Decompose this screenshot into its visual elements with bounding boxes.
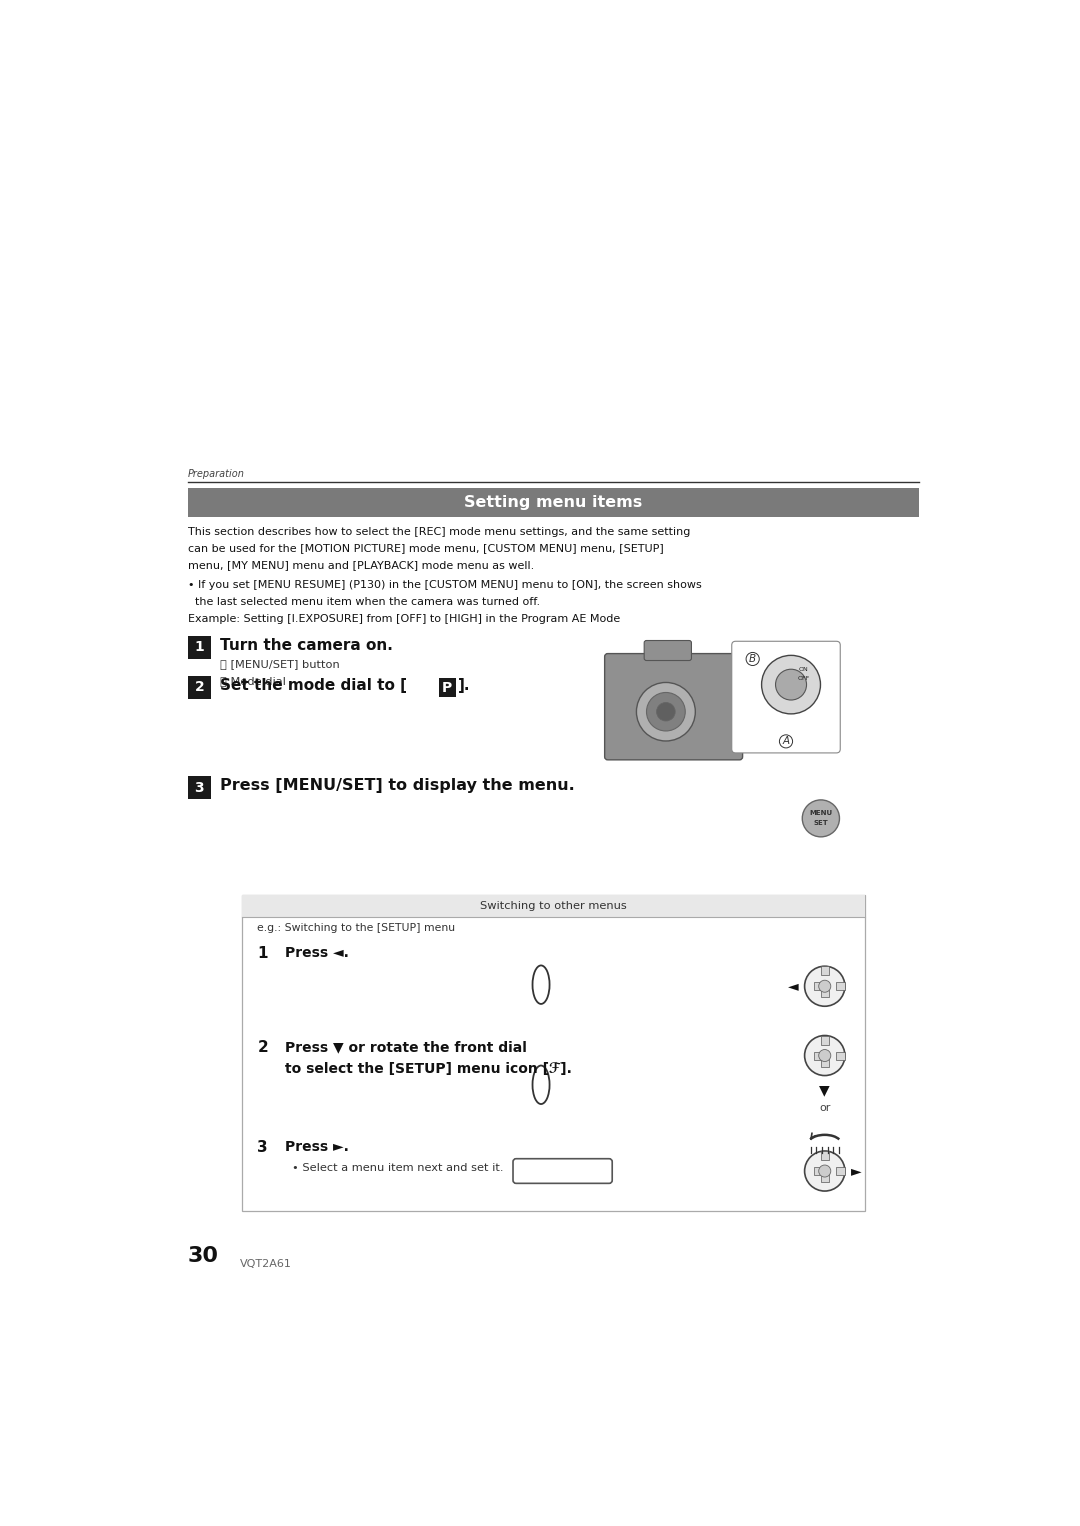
FancyBboxPatch shape: [836, 1051, 845, 1059]
FancyBboxPatch shape: [188, 488, 919, 517]
FancyBboxPatch shape: [821, 1058, 828, 1067]
FancyBboxPatch shape: [821, 966, 828, 975]
Circle shape: [805, 1151, 845, 1192]
Text: • Select a menu item next and set it.: • Select a menu item next and set it.: [293, 1163, 504, 1173]
FancyBboxPatch shape: [821, 989, 828, 996]
Text: Preparation: Preparation: [188, 468, 244, 479]
Text: 2: 2: [257, 1041, 268, 1054]
FancyBboxPatch shape: [821, 1173, 828, 1183]
FancyBboxPatch shape: [188, 777, 211, 800]
FancyBboxPatch shape: [188, 676, 211, 699]
Circle shape: [647, 693, 685, 731]
Text: 3: 3: [257, 1140, 268, 1155]
Text: 3: 3: [194, 781, 204, 795]
Text: MENU: MENU: [809, 810, 833, 816]
Text: 30: 30: [188, 1245, 218, 1265]
Text: the last selected menu item when the camera was turned off.: the last selected menu item when the cam…: [188, 597, 540, 607]
Text: to select the [SETUP] menu icon [ℱ].: to select the [SETUP] menu icon [ℱ].: [284, 1062, 571, 1076]
Text: Press [MENU/SET] to display the menu.: Press [MENU/SET] to display the menu.: [220, 778, 575, 794]
Text: ].: ].: [458, 678, 471, 693]
Text: e.g.: Switching to the [SETUP] menu: e.g.: Switching to the [SETUP] menu: [257, 923, 456, 932]
FancyBboxPatch shape: [821, 1151, 828, 1160]
Text: ▼: ▼: [820, 1083, 831, 1097]
Text: ►: ►: [851, 1164, 862, 1178]
FancyBboxPatch shape: [188, 636, 211, 659]
Text: VQT2A61: VQT2A61: [241, 1259, 293, 1268]
Text: ON: ON: [798, 667, 808, 671]
Text: menu, [MY MENU] menu and [PLAYBACK] mode menu as well.: menu, [MY MENU] menu and [PLAYBACK] mode…: [188, 560, 534, 571]
Text: P: P: [442, 681, 453, 694]
Bar: [242, 896, 865, 917]
Text: Press ▼ or rotate the front dial: Press ▼ or rotate the front dial: [284, 1041, 526, 1054]
FancyBboxPatch shape: [813, 1167, 823, 1175]
Text: Set the mode dial to [: Set the mode dial to [: [220, 678, 407, 693]
FancyBboxPatch shape: [836, 983, 845, 990]
FancyBboxPatch shape: [813, 983, 823, 990]
Text: Ⓑ Mode dial: Ⓑ Mode dial: [220, 676, 286, 685]
FancyBboxPatch shape: [732, 641, 840, 752]
Circle shape: [819, 980, 831, 992]
Text: can be used for the [MOTION PICTURE] mode menu, [CUSTOM MENU] menu, [SETUP]: can be used for the [MOTION PICTURE] mod…: [188, 543, 663, 554]
FancyBboxPatch shape: [605, 653, 743, 760]
Text: SET: SET: [813, 819, 828, 826]
Text: Setting menu items: Setting menu items: [464, 494, 643, 510]
Text: Press ◄.: Press ◄.: [284, 946, 349, 960]
Circle shape: [761, 655, 821, 714]
Text: 1: 1: [257, 946, 268, 961]
Text: Ⓐ [MENU/SET] button: Ⓐ [MENU/SET] button: [220, 659, 340, 668]
FancyBboxPatch shape: [821, 1036, 828, 1044]
Text: 2: 2: [194, 681, 204, 694]
Circle shape: [775, 670, 807, 700]
Text: This section describes how to select the [REC] mode menu settings, and the same : This section describes how to select the…: [188, 526, 690, 537]
FancyBboxPatch shape: [813, 1051, 823, 1059]
Text: Turn the camera on.: Turn the camera on.: [220, 638, 393, 653]
Circle shape: [805, 1036, 845, 1076]
FancyBboxPatch shape: [513, 1158, 612, 1183]
Text: OFF: OFF: [797, 676, 810, 681]
Circle shape: [819, 1164, 831, 1177]
Text: Press ►.: Press ►.: [284, 1140, 349, 1154]
Text: 1: 1: [194, 641, 204, 655]
Circle shape: [819, 1050, 831, 1062]
Text: • If you set [MENU RESUME] (P130) in the [CUSTOM MENU] menu to [ON], the screen : • If you set [MENU RESUME] (P130) in the…: [188, 580, 701, 591]
Text: A: A: [782, 737, 789, 746]
Text: ◄: ◄: [787, 980, 798, 993]
FancyBboxPatch shape: [836, 1167, 845, 1175]
Circle shape: [636, 682, 696, 742]
FancyBboxPatch shape: [644, 641, 691, 661]
FancyBboxPatch shape: [438, 678, 456, 697]
Text: Switching to other menus: Switching to other menus: [481, 902, 626, 911]
Circle shape: [802, 800, 839, 836]
Bar: [242, 896, 865, 1212]
Text: B: B: [750, 655, 756, 664]
Circle shape: [805, 966, 845, 1006]
Circle shape: [657, 702, 675, 720]
Text: or: or: [819, 1103, 831, 1114]
Text: Example: Setting [I.EXPOSURE] from [OFF] to [HIGH] in the Program AE Mode: Example: Setting [I.EXPOSURE] from [OFF]…: [188, 615, 620, 624]
